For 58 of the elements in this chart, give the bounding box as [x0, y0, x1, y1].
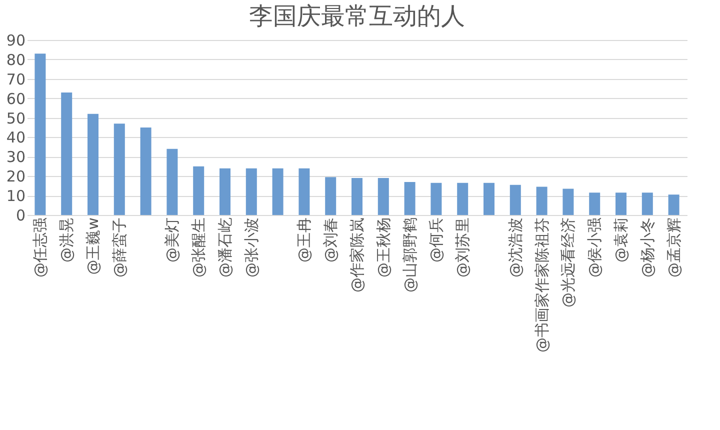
x-tick-label: @潘石屹	[216, 218, 234, 278]
y-tick-label: 20	[6, 168, 26, 186]
x-tick-label: @王巍w	[84, 218, 102, 275]
bar	[589, 192, 600, 215]
y-tick-label: 10	[6, 187, 26, 206]
y-tick-label: 30	[6, 148, 26, 166]
x-tick-label: @刘春	[322, 218, 340, 262]
bar	[140, 128, 152, 215]
bar	[668, 194, 680, 215]
bar	[404, 182, 416, 215]
bar	[166, 148, 178, 215]
x-tick-label: @袁莉	[612, 218, 630, 262]
x-tick-label: @张醒生	[190, 218, 208, 278]
x-tick-label: @美灯	[163, 218, 182, 262]
y-tick-label: 0	[16, 206, 26, 224]
bar	[88, 114, 98, 215]
x-tick-label: @何兵	[427, 218, 446, 262]
bar	[457, 182, 468, 215]
y-tick-label: 70	[6, 70, 26, 88]
y-tick-label: 40	[6, 128, 26, 147]
bar	[616, 192, 626, 215]
bar	[220, 168, 230, 215]
y-tick-label: 80	[6, 50, 26, 69]
bar	[562, 188, 574, 215]
bar	[272, 168, 284, 215]
x-tick-label: @洪晃	[58, 218, 76, 262]
x-tick-label: @光远看经济	[559, 218, 578, 308]
chart-title: 李国庆最常互动的人	[249, 2, 465, 30]
bar	[352, 178, 362, 215]
y-tick-label: 50	[6, 109, 26, 128]
bar	[246, 168, 257, 215]
x-tick-label: @王冉	[295, 218, 314, 262]
x-tick-label: @沈浩波	[506, 218, 524, 278]
bar	[536, 186, 548, 215]
bar	[430, 182, 442, 215]
x-tick-label: @张小波	[242, 218, 260, 278]
bar	[325, 177, 336, 215]
bar	[298, 168, 310, 215]
bar	[378, 178, 389, 215]
x-tick-label: @王秋杨	[374, 218, 392, 278]
x-tick-label: @刘苏里	[454, 218, 472, 278]
x-tick-label: @山郭野鹤	[400, 218, 419, 292]
bar	[193, 166, 204, 215]
y-tick-label: 60	[6, 90, 26, 108]
bar	[34, 54, 46, 215]
bar	[510, 184, 521, 215]
x-tick-label: @孟京辉	[664, 218, 683, 278]
x-tick-label: @杨小冬	[638, 218, 656, 278]
bar	[484, 182, 494, 215]
x-tick-label: @侯小强	[586, 218, 604, 278]
x-tick-label: @任志强	[31, 218, 50, 278]
x-tick-label: @薛蛮子	[110, 218, 128, 278]
y-tick-label: 90	[6, 32, 26, 50]
x-tick-label: @作家陈岚	[348, 218, 366, 292]
bar	[61, 92, 72, 215]
bar	[114, 124, 125, 215]
x-tick-label: @书画家作家陈祖芬	[532, 218, 551, 352]
bar	[642, 192, 653, 215]
